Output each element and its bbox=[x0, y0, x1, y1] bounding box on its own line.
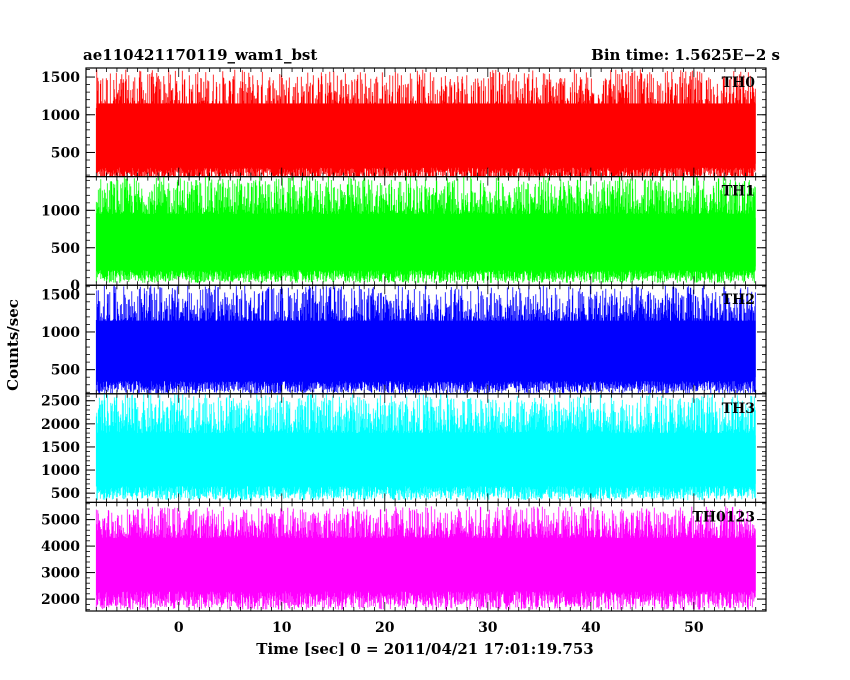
x-tick-label: 20 bbox=[375, 620, 395, 636]
bin-time-label: Bin time: 1.5625E−2 s bbox=[591, 46, 780, 64]
series-th0123-core bbox=[96, 538, 756, 592]
series-th1-core bbox=[96, 217, 756, 267]
y-tick-label: 1000 bbox=[41, 108, 80, 124]
y-tick-label: 2000 bbox=[41, 592, 80, 608]
panel-label: TH1 bbox=[722, 184, 755, 200]
y-tick-label: 5000 bbox=[41, 513, 80, 529]
panel-label: TH3 bbox=[722, 401, 755, 417]
panel-label: TH0 bbox=[722, 75, 756, 91]
x-tick-label: 0 bbox=[174, 620, 184, 636]
panel-th0: 500 1000 1500 TH0 bbox=[41, 67, 767, 178]
y-tick-label: 3000 bbox=[41, 566, 80, 582]
x-tick-label: 50 bbox=[684, 620, 704, 636]
y-tick-label: 500 bbox=[51, 241, 80, 257]
panel-th3: 500 1000 1500 2000 2500 TH3 bbox=[41, 393, 767, 503]
panel-th0123: 2000 3000 4000 5000 TH0123 bbox=[41, 501, 767, 612]
y-tick-label: 1000 bbox=[41, 203, 80, 219]
y-tick-label: 4000 bbox=[41, 539, 80, 555]
y-axis-label: Counts/sec bbox=[4, 299, 22, 391]
x-axis-label: Time [sec] 0 = 2011/04/21 17:01:19.753 bbox=[256, 640, 593, 658]
x-axis: 0 10 20 30 40 50 bbox=[174, 620, 704, 636]
y-tick-label: 2000 bbox=[41, 417, 80, 433]
series-th3-core bbox=[96, 435, 756, 484]
y-tick-label: 0 bbox=[70, 278, 80, 294]
series-th0-core bbox=[96, 103, 756, 164]
y-tick-label: 1500 bbox=[41, 440, 80, 456]
panel-label: TH2 bbox=[722, 292, 755, 308]
series-th2-core bbox=[96, 320, 756, 378]
y-tick-label: 500 bbox=[51, 145, 80, 161]
y-tick-label: 2500 bbox=[41, 394, 80, 410]
y-tick-label: 1000 bbox=[41, 325, 80, 341]
x-tick-label: 10 bbox=[272, 620, 292, 636]
chart-title: ae110421170119_wam1_bst bbox=[83, 46, 317, 64]
y-tick-label: 1500 bbox=[41, 287, 80, 303]
x-tick-label: 30 bbox=[478, 620, 498, 636]
panel-th2: 500 1000 1500 TH2 bbox=[41, 284, 767, 395]
y-tick-label: 500 bbox=[51, 363, 80, 379]
x-tick-label: 40 bbox=[581, 620, 601, 636]
y-tick-label: 500 bbox=[51, 486, 80, 502]
y-tick-label: 1500 bbox=[41, 70, 80, 86]
panel-th1: 0 500 1000 TH1 bbox=[41, 176, 767, 294]
panel-label: TH0123 bbox=[692, 509, 755, 525]
y-tick-label: 1000 bbox=[41, 463, 80, 479]
